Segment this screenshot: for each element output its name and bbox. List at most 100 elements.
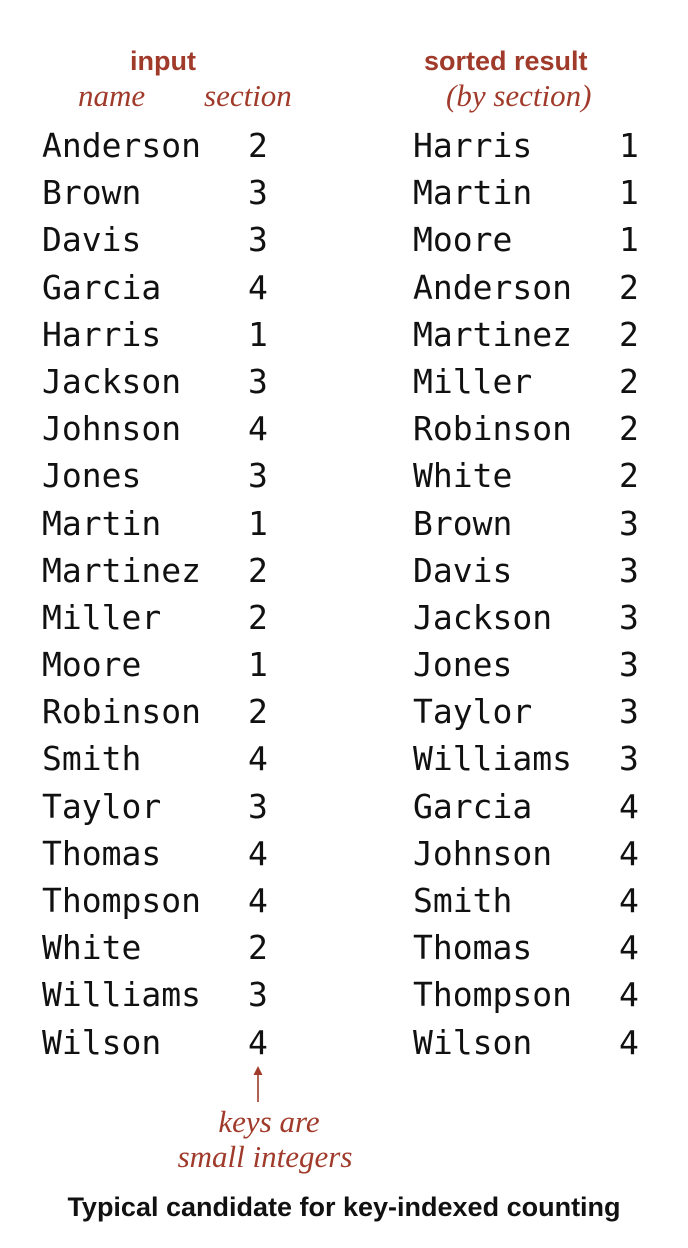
sorted-row: Davis 3 — [413, 547, 653, 594]
input-title: input — [130, 46, 196, 76]
input-row: Johnson 4 — [42, 405, 282, 452]
input-row: Jackson 3 — [42, 358, 282, 405]
input-section: 1 — [248, 645, 268, 685]
sorted-section: 4 — [619, 833, 639, 873]
sorted-name: Thomas — [413, 928, 533, 968]
input-name: Harris — [42, 314, 162, 354]
input-section: 3 — [248, 173, 268, 213]
input-row: Anderson 2 — [42, 122, 282, 169]
sorted-row: Thomas 4 — [413, 924, 653, 971]
input-section: 3 — [248, 786, 268, 826]
sorted-section: 4 — [619, 786, 639, 826]
sorted-name: Moore — [413, 220, 513, 260]
input-row: White 2 — [42, 924, 282, 971]
input-name: Martin — [42, 503, 162, 543]
input-section: 2 — [248, 597, 268, 637]
sorted-name: Smith — [413, 881, 513, 920]
sorted-section: 3 — [619, 550, 639, 590]
input-section: 2 — [248, 928, 268, 968]
input-name: Moore — [42, 645, 142, 685]
sorted-row: Martinez 2 — [413, 311, 653, 358]
sorted-row: Robinson 2 — [413, 405, 653, 452]
sorted-row: Johnson 4 — [413, 830, 653, 877]
input-row: Smith 4 — [42, 735, 282, 782]
sorted-name: Martin — [413, 173, 533, 213]
input-name: Garcia — [42, 267, 162, 307]
sorted-row: Thompson 4 — [413, 971, 653, 1018]
input-name-label: name — [78, 78, 146, 113]
input-row: Moore 1 — [42, 641, 282, 688]
input-section: 4 — [248, 1022, 268, 1062]
input-name: Jackson — [42, 361, 182, 401]
sorted-name: Thompson — [413, 975, 572, 1015]
sorted-row: Jackson 3 — [413, 594, 653, 641]
sorted-name: Taylor — [413, 692, 533, 732]
input-name: Johnson — [42, 409, 182, 449]
input-section: 4 — [248, 739, 268, 779]
sorted-section: 2 — [619, 314, 639, 354]
input-name: Davis — [42, 220, 142, 260]
sorted-row: Williams 3 — [413, 735, 653, 782]
input-name: Taylor — [42, 786, 162, 826]
sorted-row: Harris 1 — [413, 122, 653, 169]
sorted-section: 2 — [619, 409, 639, 449]
sorted-list: Harris 1 Martin 1 Moore 1 Anderson 2 Martinez 2 Mi… — [413, 122, 653, 1066]
input-row: Wilson 4 — [42, 1019, 282, 1066]
sorted-section: 1 — [619, 173, 639, 213]
input-section: 1 — [248, 314, 268, 354]
sorted-section: 4 — [619, 928, 639, 968]
annotation-line-2: small integers — [177, 1139, 353, 1174]
sorted-name: Miller — [413, 361, 533, 401]
input-row: Harris 1 — [42, 311, 282, 358]
input-row: Garcia 4 — [42, 264, 282, 311]
input-section: 3 — [248, 361, 268, 401]
sorted-section: 2 — [619, 361, 639, 401]
sorted-name: Jackson — [413, 597, 553, 637]
sorted-section: 3 — [619, 739, 639, 779]
sorted-subtitle: (by section) — [446, 78, 592, 113]
input-name: Thomas — [42, 833, 162, 873]
input-section: 2 — [248, 692, 268, 732]
sorted-row: White 2 — [413, 452, 653, 499]
sorted-row: Taylor 3 — [413, 688, 653, 735]
sorted-section: 3 — [619, 597, 639, 637]
sorted-section: 3 — [619, 503, 639, 543]
input-name: Williams — [42, 975, 201, 1015]
input-section: 1 — [248, 503, 268, 543]
sorted-section: 4 — [619, 1022, 639, 1062]
input-section-label: section — [204, 78, 292, 113]
input-row: Martin 1 — [42, 500, 282, 547]
sorted-name: Wilson — [413, 1022, 533, 1062]
annotation-line-1: keys are — [218, 1104, 320, 1139]
input-row: Brown 3 — [42, 169, 282, 216]
input-name: Anderson — [42, 126, 201, 165]
sorted-name: Anderson — [413, 267, 572, 307]
sorted-section: 3 — [619, 692, 639, 732]
sorted-title: sorted result — [424, 46, 588, 76]
sorted-row: Moore 1 — [413, 216, 653, 263]
input-row: Thompson 4 — [42, 877, 282, 924]
sorted-row: Garcia 4 — [413, 783, 653, 830]
sorted-name: Davis — [413, 550, 513, 590]
input-section: 2 — [248, 126, 268, 165]
sorted-name: Johnson — [413, 833, 553, 873]
sorted-name: Garcia — [413, 786, 533, 826]
input-name: Smith — [42, 739, 142, 779]
input-name: Miller — [42, 597, 162, 637]
input-section: 3 — [248, 456, 268, 496]
up-arrow-icon — [253, 1066, 263, 1102]
input-row: Martinez 2 — [42, 547, 282, 594]
sorted-row: Wilson 4 — [413, 1019, 653, 1066]
input-row: Davis 3 — [42, 216, 282, 263]
input-section: 4 — [248, 833, 268, 873]
figure-caption: Typical candidate for key-indexed counti… — [67, 1192, 621, 1222]
sorted-section: 4 — [619, 975, 639, 1015]
sorted-name: Williams — [413, 739, 572, 779]
sorted-name: Martinez — [413, 314, 572, 354]
input-name: Jones — [42, 456, 142, 496]
input-row: Taylor 3 — [42, 783, 282, 830]
input-section: 3 — [248, 220, 268, 260]
input-row: Williams 3 — [42, 971, 282, 1018]
sorted-section: 2 — [619, 456, 639, 496]
sorted-row: Anderson 2 — [413, 264, 653, 311]
